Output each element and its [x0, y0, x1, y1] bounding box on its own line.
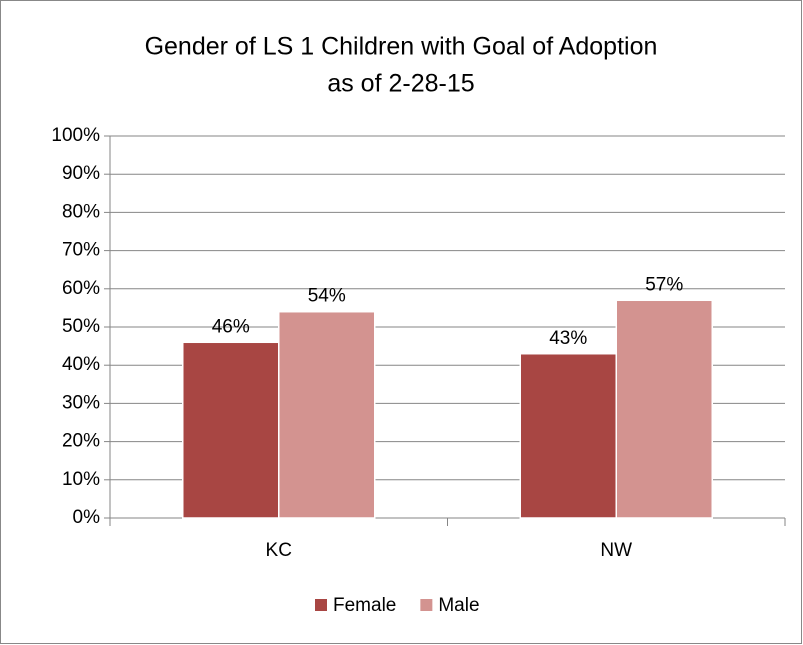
data-label: 43% [549, 328, 587, 349]
chart-subtitle: as of 2-28-15 [327, 70, 474, 98]
bar [182, 341, 280, 519]
y-tick-label: 100% [51, 125, 100, 146]
bar [615, 299, 713, 519]
y-tick-label: 10% [62, 469, 100, 490]
y-tick-label: 30% [62, 392, 100, 413]
legend-swatch [315, 599, 327, 611]
legend-swatch [420, 599, 433, 611]
legend-label: Male [438, 595, 479, 616]
y-tick-label: 80% [62, 201, 100, 222]
y-tick-label: 60% [62, 278, 100, 299]
y-tick-label: 50% [62, 316, 100, 337]
y-tick-label: 70% [62, 240, 100, 261]
legend-label: Female [333, 595, 396, 616]
data-label: 54% [308, 286, 346, 307]
y-tick-label: 90% [62, 163, 100, 184]
y-tick-label: 40% [62, 354, 100, 375]
bar [278, 310, 376, 519]
bar [519, 352, 617, 519]
chart-title: Gender of LS 1 Children with Goal of Ado… [145, 33, 658, 61]
data-label: 57% [645, 274, 683, 295]
x-tick-label: NW [600, 540, 632, 561]
y-tick-label: 20% [62, 431, 100, 452]
data-label: 46% [212, 316, 250, 337]
x-tick-label: KC [266, 540, 292, 561]
y-tick-label: 0% [73, 507, 101, 528]
